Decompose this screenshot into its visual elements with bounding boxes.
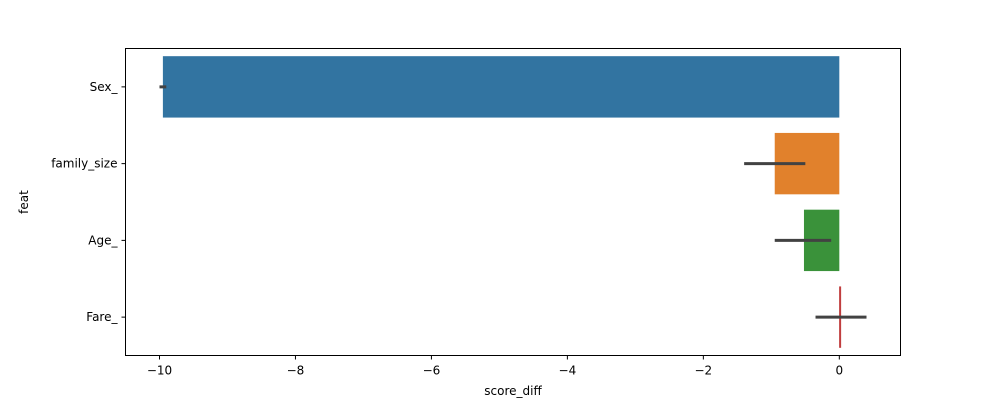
- y-tick-label: Fare_: [86, 310, 118, 324]
- x-tick-label: −8: [287, 364, 305, 378]
- x-axis-label: score_diff: [484, 384, 542, 398]
- x-tick-label: −2: [694, 364, 712, 378]
- plot-frame: [125, 48, 901, 356]
- y-tick-label: Age_: [88, 233, 118, 247]
- x-tick-label: 0: [835, 364, 843, 378]
- x-tick-label: −10: [147, 364, 172, 378]
- error-bars-layer: [159, 85, 867, 319]
- bar-sex: [162, 56, 840, 118]
- x-tick-label: −4: [559, 364, 577, 378]
- y-tick-label: Sex_: [90, 80, 119, 94]
- x-tick-label: −6: [423, 364, 441, 378]
- y-tick-label: family_size: [51, 157, 117, 171]
- x-axis-ticks: −10 −8 −6 −4 −2 0: [147, 355, 843, 378]
- bars-layer: [162, 56, 842, 348]
- y-axis-label: feat: [17, 190, 31, 214]
- y-axis-ticks: Sex_ family_size Age_ Fare_: [51, 80, 126, 324]
